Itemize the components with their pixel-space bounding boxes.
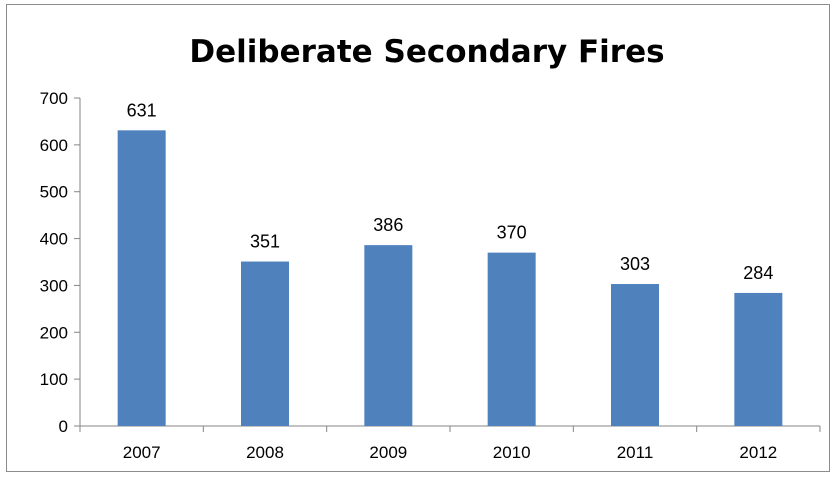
x-tick-label: 2007 [123, 443, 161, 462]
bar [117, 130, 166, 426]
bar [734, 292, 783, 426]
bar [364, 245, 413, 426]
data-label: 386 [373, 215, 403, 235]
chart-marks: 0 100 200 300 400 500 600 700 631 2007 351 2008 386 2… [40, 89, 821, 462]
bar [487, 252, 536, 426]
bar [611, 284, 659, 426]
x-tick-label: 2011 [617, 443, 654, 462]
y-tick-label: 100 [40, 370, 68, 389]
data-label: 631 [127, 100, 157, 120]
data-label: 370 [497, 223, 527, 243]
x-tick-label: 2010 [493, 443, 531, 462]
y-tick-label: 500 [40, 183, 68, 202]
data-label: 284 [743, 263, 773, 283]
data-label: 351 [250, 232, 280, 252]
y-tick-label: 400 [40, 230, 68, 249]
x-tick-label: 2008 [246, 443, 284, 462]
chart-title: Deliberate Secondary Fires [189, 34, 664, 70]
x-tick-label: 2012 [739, 443, 777, 462]
y-tick-label: 200 [40, 323, 68, 342]
bar [241, 261, 289, 426]
y-tick-label: 600 [40, 136, 68, 155]
x-tick-label: 2009 [369, 443, 407, 462]
y-tick-label: 0 [59, 417, 68, 436]
data-label: 303 [620, 254, 650, 274]
y-tick-label: 700 [40, 89, 68, 108]
y-tick-label: 300 [40, 276, 68, 295]
